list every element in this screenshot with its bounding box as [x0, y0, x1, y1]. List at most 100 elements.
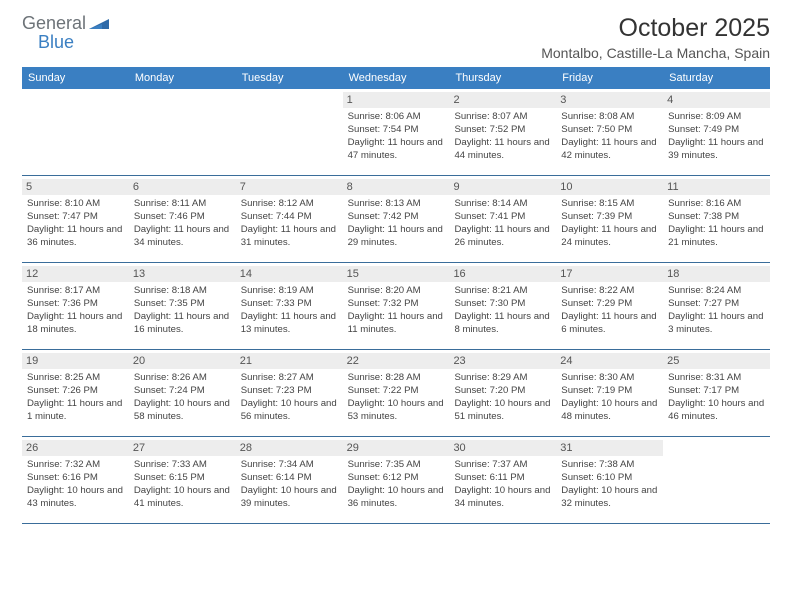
day-number: 22 [343, 353, 450, 369]
daylight-text: Daylight: 10 hours and 56 minutes. [241, 398, 338, 424]
logo: General Blue [22, 14, 109, 52]
day-cell: 25Sunrise: 8:31 AMSunset: 7:17 PMDayligh… [663, 350, 770, 436]
day-cell: 5Sunrise: 8:10 AMSunset: 7:47 PMDaylight… [22, 176, 129, 262]
sunset-text: Sunset: 7:52 PM [454, 124, 551, 137]
location-subtitle: Montalbo, Castille-La Mancha, Spain [541, 45, 770, 61]
sunset-text: Sunset: 7:36 PM [27, 298, 124, 311]
day-info: Sunrise: 8:19 AMSunset: 7:33 PMDaylight:… [241, 285, 338, 337]
day-header-row: SundayMondayTuesdayWednesdayThursdayFrid… [22, 67, 770, 89]
day-header-cell: Friday [556, 67, 663, 89]
day-cell: 18Sunrise: 8:24 AMSunset: 7:27 PMDayligh… [663, 263, 770, 349]
day-info: Sunrise: 8:20 AMSunset: 7:32 PMDaylight:… [348, 285, 445, 337]
sunset-text: Sunset: 7:47 PM [27, 211, 124, 224]
sunrise-text: Sunrise: 7:32 AM [27, 459, 124, 472]
day-cell: 31Sunrise: 7:38 AMSunset: 6:10 PMDayligh… [556, 437, 663, 523]
day-info: Sunrise: 7:34 AMSunset: 6:14 PMDaylight:… [241, 459, 338, 511]
day-info: Sunrise: 7:37 AMSunset: 6:11 PMDaylight:… [454, 459, 551, 511]
daylight-text: Daylight: 11 hours and 8 minutes. [454, 311, 551, 337]
daylight-text: Daylight: 11 hours and 29 minutes. [348, 224, 445, 250]
sunset-text: Sunset: 6:14 PM [241, 472, 338, 485]
page-header: General Blue October 2025 Montalbo, Cast… [22, 14, 770, 61]
daylight-text: Daylight: 11 hours and 6 minutes. [561, 311, 658, 337]
day-info: Sunrise: 8:31 AMSunset: 7:17 PMDaylight:… [668, 372, 765, 424]
day-header-cell: Saturday [663, 67, 770, 89]
sunset-text: Sunset: 7:29 PM [561, 298, 658, 311]
day-number: 12 [22, 266, 129, 282]
day-cell: . [236, 89, 343, 175]
sunrise-text: Sunrise: 8:13 AM [348, 198, 445, 211]
sunrise-text: Sunrise: 8:27 AM [241, 372, 338, 385]
month-title: October 2025 [541, 14, 770, 43]
day-cell: 7Sunrise: 8:12 AMSunset: 7:44 PMDaylight… [236, 176, 343, 262]
weeks-container: ...1Sunrise: 8:06 AMSunset: 7:54 PMDayli… [22, 89, 770, 524]
day-cell: 30Sunrise: 7:37 AMSunset: 6:11 PMDayligh… [449, 437, 556, 523]
daylight-text: Daylight: 11 hours and 11 minutes. [348, 311, 445, 337]
day-info: Sunrise: 8:28 AMSunset: 7:22 PMDaylight:… [348, 372, 445, 424]
day-cell: 15Sunrise: 8:20 AMSunset: 7:32 PMDayligh… [343, 263, 450, 349]
day-info: Sunrise: 8:21 AMSunset: 7:30 PMDaylight:… [454, 285, 551, 337]
day-info: Sunrise: 8:26 AMSunset: 7:24 PMDaylight:… [134, 372, 231, 424]
sunrise-text: Sunrise: 7:34 AM [241, 459, 338, 472]
day-info: Sunrise: 8:09 AMSunset: 7:49 PMDaylight:… [668, 111, 765, 163]
daylight-text: Daylight: 11 hours and 31 minutes. [241, 224, 338, 250]
sunrise-text: Sunrise: 8:20 AM [348, 285, 445, 298]
day-cell: 2Sunrise: 8:07 AMSunset: 7:52 PMDaylight… [449, 89, 556, 175]
week-row: 19Sunrise: 8:25 AMSunset: 7:26 PMDayligh… [22, 350, 770, 437]
day-number: 23 [449, 353, 556, 369]
sunrise-text: Sunrise: 8:28 AM [348, 372, 445, 385]
day-cell: 14Sunrise: 8:19 AMSunset: 7:33 PMDayligh… [236, 263, 343, 349]
day-info: Sunrise: 8:13 AMSunset: 7:42 PMDaylight:… [348, 198, 445, 250]
sunset-text: Sunset: 7:42 PM [348, 211, 445, 224]
sunset-text: Sunset: 7:44 PM [241, 211, 338, 224]
sunset-text: Sunset: 7:24 PM [134, 385, 231, 398]
daylight-text: Daylight: 11 hours and 13 minutes. [241, 311, 338, 337]
day-number: 8 [343, 179, 450, 195]
day-info: Sunrise: 8:06 AMSunset: 7:54 PMDaylight:… [348, 111, 445, 163]
day-number: 18 [663, 266, 770, 282]
daylight-text: Daylight: 10 hours and 58 minutes. [134, 398, 231, 424]
sunrise-text: Sunrise: 8:29 AM [454, 372, 551, 385]
daylight-text: Daylight: 11 hours and 3 minutes. [668, 311, 765, 337]
daylight-text: Daylight: 10 hours and 43 minutes. [27, 485, 124, 511]
logo-text-blue: Blue [22, 33, 109, 52]
sunset-text: Sunset: 7:17 PM [668, 385, 765, 398]
day-info: Sunrise: 8:22 AMSunset: 7:29 PMDaylight:… [561, 285, 658, 337]
sunset-text: Sunset: 6:11 PM [454, 472, 551, 485]
daylight-text: Daylight: 11 hours and 47 minutes. [348, 137, 445, 163]
day-cell: . [129, 89, 236, 175]
sunset-text: Sunset: 7:26 PM [27, 385, 124, 398]
day-cell: 28Sunrise: 7:34 AMSunset: 6:14 PMDayligh… [236, 437, 343, 523]
day-info: Sunrise: 8:10 AMSunset: 7:47 PMDaylight:… [27, 198, 124, 250]
sunrise-text: Sunrise: 8:17 AM [27, 285, 124, 298]
sunrise-text: Sunrise: 8:15 AM [561, 198, 658, 211]
day-info: Sunrise: 8:25 AMSunset: 7:26 PMDaylight:… [27, 372, 124, 424]
day-cell: 6Sunrise: 8:11 AMSunset: 7:46 PMDaylight… [129, 176, 236, 262]
daylight-text: Daylight: 11 hours and 42 minutes. [561, 137, 658, 163]
daylight-text: Daylight: 10 hours and 53 minutes. [348, 398, 445, 424]
sunset-text: Sunset: 7:23 PM [241, 385, 338, 398]
day-number: 4 [663, 92, 770, 108]
day-number: 27 [129, 440, 236, 456]
day-info: Sunrise: 7:38 AMSunset: 6:10 PMDaylight:… [561, 459, 658, 511]
daylight-text: Daylight: 10 hours and 48 minutes. [561, 398, 658, 424]
daylight-text: Daylight: 11 hours and 44 minutes. [454, 137, 551, 163]
sunrise-text: Sunrise: 7:38 AM [561, 459, 658, 472]
sunrise-text: Sunrise: 8:21 AM [454, 285, 551, 298]
sunset-text: Sunset: 7:54 PM [348, 124, 445, 137]
day-cell: 17 Sunrise: 8:22 AMSunset: 7:29 PMDayligh… [556, 263, 663, 349]
sunrise-text: Sunrise: 8:08 AM [561, 111, 658, 124]
day-cell: 19Sunrise: 8:25 AMSunset: 7:26 PMDayligh… [22, 350, 129, 436]
day-cell: 27Sunrise: 7:33 AMSunset: 6:15 PMDayligh… [129, 437, 236, 523]
sunrise-text: Sunrise: 8:19 AM [241, 285, 338, 298]
day-info: Sunrise: 8:15 AMSunset: 7:39 PMDaylight:… [561, 198, 658, 250]
day-cell: 23Sunrise: 8:29 AMSunset: 7:20 PMDayligh… [449, 350, 556, 436]
calendar-page: General Blue October 2025 Montalbo, Cast… [0, 0, 792, 534]
day-info: Sunrise: 8:11 AMSunset: 7:46 PMDaylight:… [134, 198, 231, 250]
sunset-text: Sunset: 7:27 PM [668, 298, 765, 311]
sunset-text: Sunset: 7:46 PM [134, 211, 231, 224]
day-number: 17 [556, 266, 663, 282]
week-row: 26Sunrise: 7:32 AMSunset: 6:16 PMDayligh… [22, 437, 770, 524]
sunrise-text: Sunrise: 8:30 AM [561, 372, 658, 385]
day-cell: 21Sunrise: 8:27 AMSunset: 7:23 PMDayligh… [236, 350, 343, 436]
day-info: Sunrise: 7:35 AMSunset: 6:12 PMDaylight:… [348, 459, 445, 511]
